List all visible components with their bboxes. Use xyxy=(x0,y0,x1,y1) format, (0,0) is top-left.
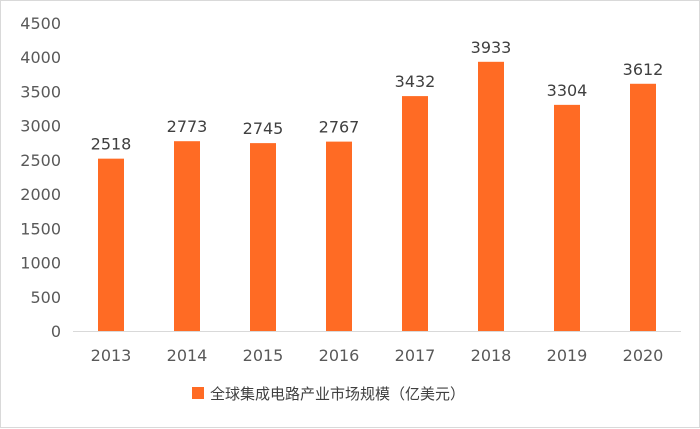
y-tick-label: 4000 xyxy=(20,48,61,67)
bar xyxy=(630,83,656,332)
bar xyxy=(554,104,580,331)
x-tick-label: 2015 xyxy=(243,346,284,365)
data-label: 2773 xyxy=(167,117,208,136)
y-tick-label: 500 xyxy=(30,288,61,307)
y-tick-label: 4500 xyxy=(20,14,61,33)
x-tick-label: 2018 xyxy=(471,346,512,365)
bar-series xyxy=(98,61,656,332)
bar xyxy=(326,141,352,331)
data-labels: 2518 2773 2745 2767 3432 3933 3304 3612 xyxy=(91,38,664,154)
y-tick-label: 2500 xyxy=(20,151,61,170)
data-label: 3612 xyxy=(623,60,664,79)
y-tick-label: 3500 xyxy=(20,82,61,101)
x-tick-label: 2019 xyxy=(547,346,588,365)
x-tick-label: 2020 xyxy=(623,346,664,365)
legend-swatch xyxy=(192,387,204,399)
x-tick-label: 2014 xyxy=(167,346,208,365)
x-tick-label: 2016 xyxy=(319,346,360,365)
bar xyxy=(174,141,200,331)
data-label: 3933 xyxy=(471,38,512,57)
data-label: 3432 xyxy=(395,72,436,91)
data-label: 2518 xyxy=(91,135,132,154)
bar xyxy=(98,158,124,331)
x-tick-label: 2013 xyxy=(91,346,132,365)
bar xyxy=(250,143,276,331)
data-label: 2767 xyxy=(319,118,360,137)
x-axis-ticks: 2013 2014 2015 2016 2017 2018 2019 2020 xyxy=(91,346,664,365)
y-tick-label: 1000 xyxy=(20,254,61,273)
y-tick-label: 1500 xyxy=(20,219,61,238)
x-tick-label: 2017 xyxy=(395,346,436,365)
y-tick-label: 0 xyxy=(51,322,61,341)
data-label: 3304 xyxy=(547,81,588,100)
y-tick-label: 2000 xyxy=(20,185,61,204)
y-axis-ticks: 0 500 1000 1500 2000 2500 3000 3500 4000 4500 xyxy=(20,14,61,341)
legend-label: 全球集成电路产业市场规模（亿美元） xyxy=(210,385,465,403)
data-label: 2745 xyxy=(243,119,284,138)
y-tick-label: 3000 xyxy=(20,117,61,136)
legend: 全球集成电路产业市场规模（亿美元） xyxy=(192,385,465,403)
bar xyxy=(478,61,504,332)
bar xyxy=(402,96,428,331)
